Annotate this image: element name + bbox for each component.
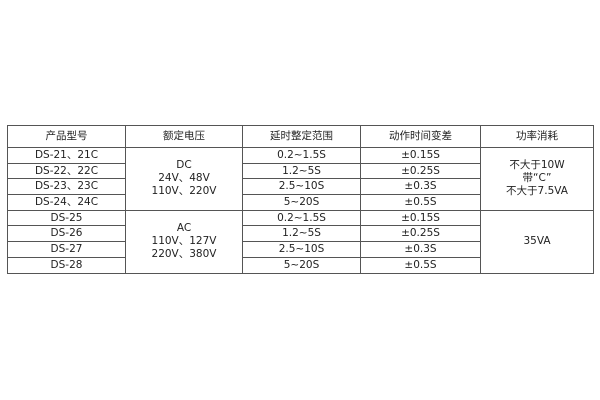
table-row: DS-23、23C 2.5~10S ±0.3S — [7, 178, 594, 196]
voltage-line: 24V、48V — [158, 172, 210, 185]
voltage-line: 110V、220V — [151, 185, 217, 198]
table-row: DS-21、21C DC 24V、48V 110V、220V 0.2~1.5S … — [7, 147, 594, 211]
model-cell: DS-23、23C — [7, 178, 126, 196]
power-line: 不大于10W — [509, 159, 565, 172]
range-cell: 5~20S — [242, 256, 361, 274]
range-cell: 1.2~5S — [242, 162, 361, 180]
variation-cell: ±0.15S — [360, 209, 481, 227]
voltage-line: AC — [176, 222, 192, 235]
table-row: DS-25 AC 110V、127V 220V、380V 0.2~1.5S ±0… — [7, 209, 594, 274]
header-row: 产品型号 额定电压 延时整定范围 动作时间变差 功率消耗 — [7, 125, 594, 148]
range-cell: 2.5~10S — [242, 178, 361, 196]
model-cell: DS-28 — [7, 256, 126, 274]
power-line: 带“C” — [522, 172, 552, 185]
variation-cell: ±0.15S — [360, 147, 481, 164]
voltage-line: DC — [176, 159, 192, 172]
spec-table: 产品型号 额定电压 延时整定范围 动作时间变差 功率消耗 DS-21、21C D… — [7, 125, 594, 274]
voltage-line: 220V、380V — [151, 248, 217, 261]
variation-cell: ±0.5S — [360, 194, 481, 211]
range-cell: 0.2~1.5S — [242, 209, 361, 227]
variation-cell: ±0.25S — [360, 225, 481, 243]
voltage-cell-dc: DC 24V、48V 110V、220V — [125, 147, 243, 211]
header-variation: 动作时间变差 — [360, 125, 481, 148]
range-cell: 1.2~5S — [242, 225, 361, 243]
variation-cell: ±0.3S — [360, 178, 481, 196]
header-range: 延时整定范围 — [242, 125, 361, 148]
power-line: 35VA — [523, 235, 551, 248]
model-cell: DS-21、21C — [7, 147, 126, 164]
range-cell: 2.5~10S — [242, 241, 361, 258]
header-power: 功率消耗 — [480, 125, 594, 148]
header-model: 产品型号 — [7, 125, 126, 148]
table-row: DS-28 5~20S ±0.5S — [7, 256, 594, 274]
variation-cell: ±0.5S — [360, 256, 481, 274]
variation-cell: ±0.25S — [360, 162, 481, 180]
model-cell: DS-27 — [7, 241, 126, 258]
voltage-cell-ac: AC 110V、127V 220V、380V — [125, 209, 243, 274]
model-cell: DS-26 — [7, 225, 126, 243]
range-cell: 0.2~1.5S — [242, 147, 361, 164]
model-cell: DS-22、22C — [7, 162, 126, 180]
power-line: 不大于7.5VA — [506, 185, 568, 198]
variation-cell: ±0.3S — [360, 241, 481, 258]
model-cell: DS-24、24C — [7, 194, 126, 211]
table-row: DS-27 2.5~10S ±0.3S — [7, 241, 594, 258]
power-cell-dc: 不大于10W 带“C” 不大于7.5VA — [480, 147, 594, 211]
range-cell: 5~20S — [242, 194, 361, 211]
power-cell-ac: 35VA — [480, 209, 594, 274]
table-row: DS-26 1.2~5S ±0.25S — [7, 225, 594, 243]
model-cell: DS-25 — [7, 209, 126, 227]
header-voltage: 额定电压 — [125, 125, 243, 148]
voltage-line: 110V、127V — [151, 235, 217, 248]
